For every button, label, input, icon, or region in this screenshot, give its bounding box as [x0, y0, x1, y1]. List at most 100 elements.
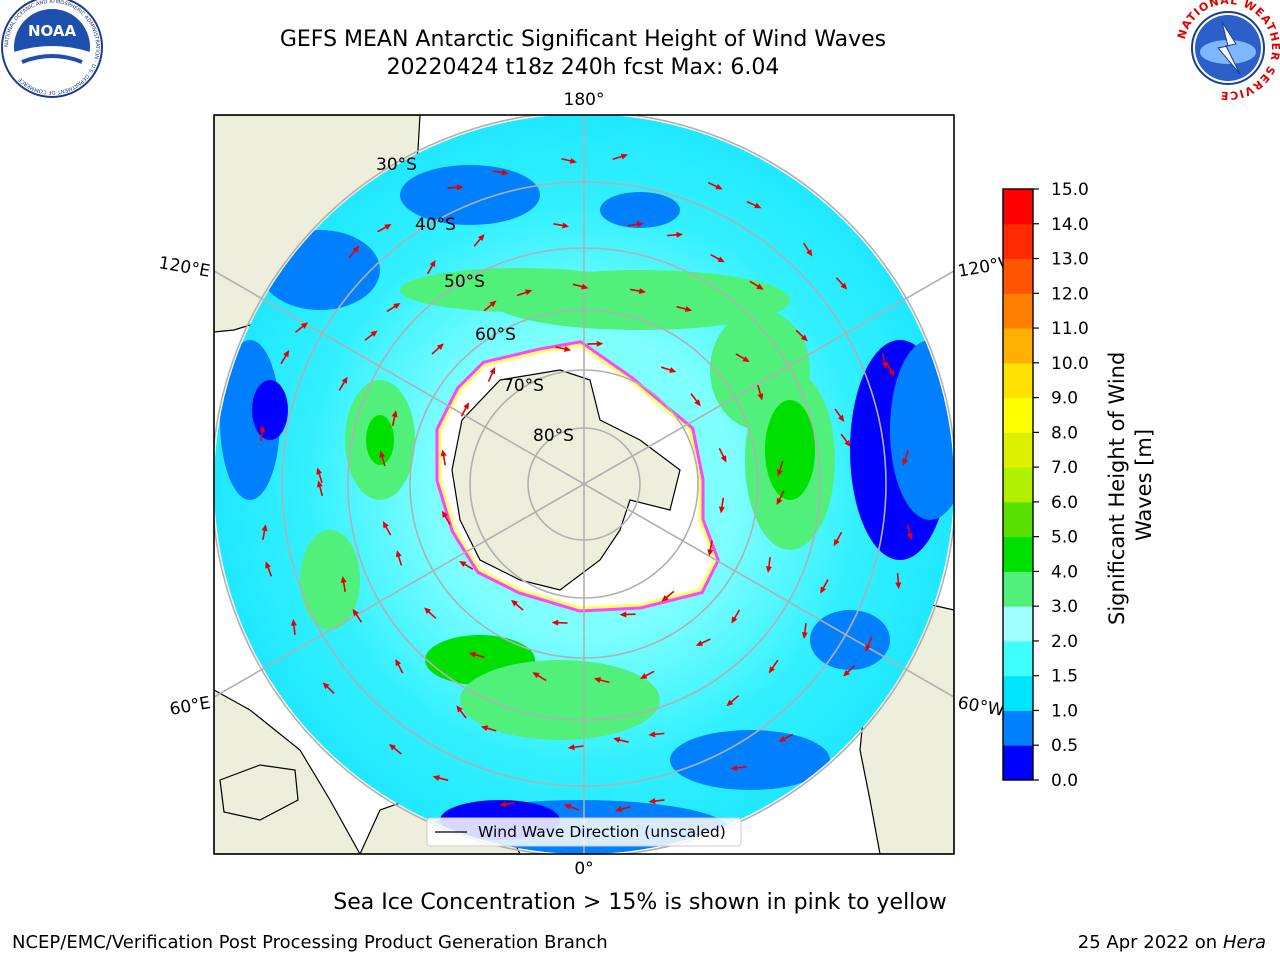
wave-arrow-head — [440, 449, 447, 457]
lon-label-60w: 60°W — [956, 693, 1006, 721]
colorbar-tick-label: 9.0 — [1051, 389, 1078, 409]
wave-arrow-head — [593, 677, 602, 683]
wave-arrow-head — [888, 369, 895, 377]
wave-arrow-head — [895, 582, 902, 590]
wave-arrow-head — [865, 644, 871, 652]
footer-caption: Sea Ice Concentration > 15% is shown in … — [333, 890, 947, 915]
chart-title: GEFS MEAN Antarctic Significant Height o… — [0, 26, 1166, 82]
wave-arrow-head — [636, 221, 644, 228]
wave-arrow-head — [844, 439, 851, 447]
wave-arrow-head — [424, 607, 431, 615]
wave-arrow-head — [768, 666, 775, 674]
wave-arrow-head — [395, 658, 402, 667]
wave-arrow-head — [730, 764, 738, 771]
wave-arrow-head — [806, 249, 813, 257]
wave-arrow-head — [463, 402, 470, 410]
colorbar-tick-label: 1.0 — [1051, 701, 1078, 721]
wave-arrow-head — [432, 775, 440, 781]
wave-arrow-head — [532, 672, 540, 679]
colorbar-swatch — [1003, 745, 1033, 781]
wave-arrow-head — [619, 611, 627, 618]
footer-machine: Hera — [1222, 932, 1266, 953]
wave-arrow-head — [669, 367, 677, 373]
wave-arrow-head — [261, 524, 268, 532]
colorbar-label-line-2: Waves [m] — [1132, 429, 1156, 541]
colorbar-swatch — [1003, 675, 1033, 711]
wave-arrow-head — [694, 399, 701, 407]
lon-label-180: 180° — [564, 90, 605, 110]
wave-arrow-head — [393, 302, 401, 310]
wave-arrow-head — [524, 289, 533, 296]
wave-arrow-head — [456, 184, 464, 191]
wave-arrow-head — [707, 549, 714, 557]
wave-arrow-head — [388, 743, 396, 751]
colorbar-swatch — [1003, 640, 1033, 677]
colorbar-swatch — [1003, 258, 1033, 294]
colorbar-label: Significant Height of Wind Waves [m] — [1105, 345, 1156, 625]
lon-label-120e: 120°E — [157, 253, 211, 282]
colorbar-tick-label: 2.0 — [1051, 632, 1078, 652]
wave-arrow-head — [456, 705, 463, 713]
wave-arrow-head — [468, 651, 477, 658]
wave-arrow-head — [639, 673, 648, 679]
wave-arrow-head — [384, 224, 392, 230]
wave-arrow-head — [742, 356, 750, 363]
wave-arrow-head — [562, 222, 570, 229]
wave-arrow-head — [801, 631, 808, 639]
footer-date-text: 25 Apr 2022 on — [1077, 932, 1223, 953]
wave-arrow-head — [777, 469, 783, 477]
wave-arrow-head — [322, 682, 330, 690]
colorbar-swatch — [1003, 710, 1033, 746]
antarctica — [435, 340, 720, 613]
colorbar-swatch — [1003, 328, 1033, 364]
wave-arrow-head — [489, 300, 497, 308]
wave-arrow-head — [754, 202, 762, 209]
wave-arrow-head — [614, 806, 623, 813]
wave-arrow-head — [843, 669, 850, 677]
wave-arrow-head — [352, 608, 359, 617]
wave-arrow-head — [340, 575, 347, 583]
wave-arrow-head — [906, 532, 913, 541]
wind-wave-arrows — [259, 153, 913, 813]
lat-label-30s: 30°S — [376, 155, 417, 175]
colorbar-swatch — [1003, 293, 1033, 329]
wave-arrow-head — [620, 153, 628, 160]
map-area: 30°S 40°S 50°S 60°S 70°S 80°S Wind Wave … — [214, 115, 954, 854]
title-line-1: GEFS MEAN Antarctic Significant Height o… — [279, 27, 887, 52]
colorbar-tick-label: 0.0 — [1051, 771, 1078, 791]
colorbar-tick-label: 7.0 — [1051, 458, 1078, 478]
wave-arrow-head — [715, 183, 723, 190]
wave-arrow-head — [684, 306, 693, 312]
wave-arrow-head — [436, 343, 444, 351]
colorbar-tick-label: 14.0 — [1051, 215, 1089, 235]
wave-arrow-head — [613, 737, 621, 743]
colorbar-tick-label: 11.0 — [1051, 319, 1089, 339]
wave-arrow-head — [661, 595, 669, 602]
map-frame — [213, 114, 955, 855]
wave-arrow-head — [567, 744, 575, 751]
lat-label-50s: 50°S — [444, 272, 485, 292]
wave-arrow-head — [776, 497, 783, 506]
wave-arrow-head — [459, 560, 467, 567]
wave-arrow-head — [648, 798, 656, 805]
colorbar-tick-label: 13.0 — [1051, 250, 1089, 270]
colorbar-tick-label: 8.0 — [1051, 423, 1078, 443]
wave-arrow-head — [283, 350, 290, 358]
wave-arrow-head — [569, 157, 578, 164]
wave-arrow-head — [391, 410, 398, 418]
colorbar-tick-label: 4.0 — [1051, 562, 1078, 582]
wave-arrow-head — [731, 616, 738, 624]
wave-arrow-head — [581, 283, 589, 290]
wave-arrow-head — [902, 458, 908, 466]
colorbar-swatch — [1003, 536, 1033, 572]
wave-arrow-head — [778, 736, 786, 742]
colorbar-swatch — [1003, 467, 1033, 503]
wave-arrow-head — [480, 725, 489, 732]
colorbar-swatch — [1003, 571, 1033, 607]
wave-arrow-head — [676, 231, 684, 238]
wave-arrow-head — [840, 282, 848, 290]
wave-arrow-head — [499, 801, 507, 808]
lon-label-0: 0° — [574, 859, 593, 879]
wave-arrow-head — [382, 521, 389, 529]
